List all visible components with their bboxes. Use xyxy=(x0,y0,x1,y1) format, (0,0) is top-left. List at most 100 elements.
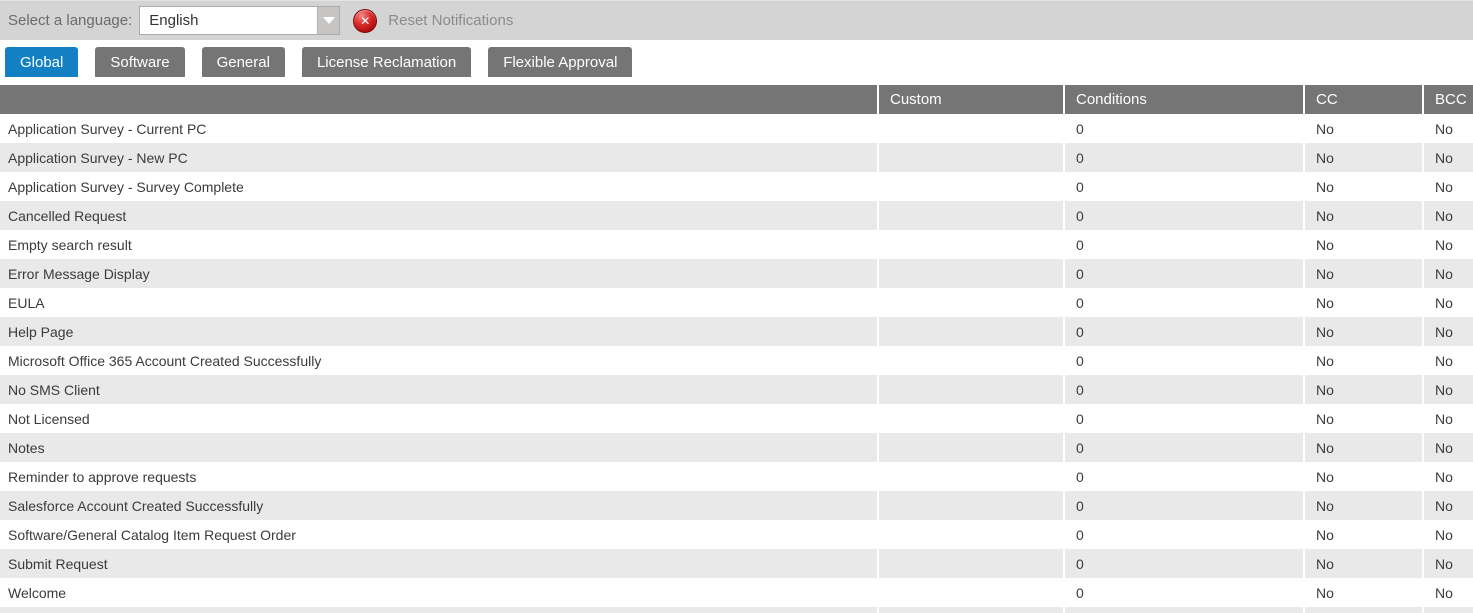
notifications-grid: Custom Conditions CC BCC Application Survey… xyxy=(0,85,1473,613)
table-body: Application Survey - Current PC 0 No No Appl… xyxy=(0,114,1473,613)
cell-bcc: No xyxy=(1422,288,1473,317)
topbar: Select a language: English ✕ Reset Notif… xyxy=(0,0,1473,40)
cell-bcc: No xyxy=(1422,462,1473,491)
cell-custom xyxy=(877,230,1063,259)
column-header-conditions[interactable]: Conditions xyxy=(1063,85,1303,114)
cell-custom xyxy=(877,143,1063,172)
cell-conditions: 0 xyxy=(1063,201,1303,230)
language-dropdown-value[interactable]: English xyxy=(140,7,318,34)
cell-name: EULA xyxy=(8,294,45,311)
cell-conditions: 0 xyxy=(1063,346,1303,375)
table-row[interactable]: Software/General Catalog Item Request Or… xyxy=(0,520,1473,549)
cell-conditions: 0 xyxy=(1063,404,1303,433)
cell-conditions: 0 xyxy=(1063,259,1303,288)
cell-conditions: 0 xyxy=(1063,491,1303,520)
cell-custom xyxy=(877,201,1063,230)
cell-conditions: 0 xyxy=(1063,288,1303,317)
table-row[interactable]: Help Page 0 No No xyxy=(0,317,1473,346)
cell-custom xyxy=(877,288,1063,317)
cell-name: Empty search result xyxy=(8,236,132,253)
tab-software[interactable]: Software xyxy=(95,47,185,77)
table-row[interactable]: Submit Request 0 No No xyxy=(0,549,1473,578)
cell-custom xyxy=(877,375,1063,404)
cell-cc: No xyxy=(1303,491,1422,520)
triangle-down-icon xyxy=(322,17,335,24)
cell-custom xyxy=(877,404,1063,433)
cell-cc: No xyxy=(1303,433,1422,462)
table-row[interactable]: Reminder to approve requests 0 No No xyxy=(0,462,1473,491)
tab-flexible-approval[interactable]: Flexible Approval xyxy=(488,47,633,77)
table-row[interactable]: Cancelled Request 0 No No xyxy=(0,201,1473,230)
cell-conditions: 0 xyxy=(1063,317,1303,346)
cell-cc: No xyxy=(1303,143,1422,172)
chevron-down-icon[interactable] xyxy=(317,7,340,34)
tab-license-reclamation[interactable]: License Reclamation xyxy=(301,47,472,77)
cell-name: Welcome xyxy=(8,584,67,601)
table-row[interactable]: Salesforce Account Created Successfully 0… xyxy=(0,491,1473,520)
red-x-icon: ✕ xyxy=(353,8,378,33)
cell-custom xyxy=(877,114,1063,143)
cell-name: Salesforce Account Created Successfully xyxy=(8,497,264,514)
cell-custom xyxy=(877,462,1063,491)
cell-bcc: No xyxy=(1422,201,1473,230)
table-row[interactable]: Notes 0 No No xyxy=(0,433,1473,462)
cell-conditions: 0 xyxy=(1063,433,1303,462)
cell-name: Reminder to approve requests xyxy=(8,468,197,485)
cell-custom xyxy=(877,259,1063,288)
cell-name: No SMS Client xyxy=(8,381,100,398)
language-label: Select a language: xyxy=(8,12,133,29)
cell-name: Software/General Catalog Item Request Or… xyxy=(8,526,296,543)
table-row[interactable]: Empty search result 0 No No xyxy=(0,230,1473,259)
cell-conditions: 0 xyxy=(1063,172,1303,201)
cell-bcc: No xyxy=(1422,114,1473,143)
tab-bar: Global Software General License Reclamation… xyxy=(0,40,1473,77)
cell-conditions: 0 xyxy=(1063,114,1303,143)
cell-cc: No xyxy=(1303,172,1422,201)
table-row[interactable]: Application Survey - Current PC 0 No No xyxy=(0,114,1473,143)
table-row[interactable]: Welcome 0 No No xyxy=(0,578,1473,607)
table-row[interactable]: Not Licensed 0 No No xyxy=(0,404,1473,433)
cell-name: Microsoft Office 365 Account Created Suc… xyxy=(8,352,322,369)
cell-cc: No xyxy=(1303,578,1422,607)
cell-custom xyxy=(877,607,1063,613)
cell-bcc: No xyxy=(1422,491,1473,520)
language-dropdown[interactable]: English xyxy=(139,6,341,35)
table-row[interactable]: No SMS Client 0 No No xyxy=(0,375,1473,404)
table-row[interactable]: EULA 0 No No xyxy=(0,288,1473,317)
tab-general[interactable]: General xyxy=(201,47,285,77)
cell-name: Submit Request xyxy=(8,555,108,572)
cell-cc: No xyxy=(1303,230,1422,259)
cell-bcc xyxy=(1422,607,1473,613)
column-header-custom[interactable]: Custom xyxy=(877,85,1063,114)
table-row[interactable]: Error Message Display 0 No No xyxy=(0,259,1473,288)
cell-bcc: No xyxy=(1422,143,1473,172)
cell-cc: No xyxy=(1303,259,1422,288)
column-header-bcc[interactable]: BCC xyxy=(1422,85,1473,114)
table-row[interactable]: Application Survey - New PC 0 No No xyxy=(0,143,1473,172)
cell-name: Application Survey - New PC xyxy=(8,149,188,166)
cell-cc: No xyxy=(1303,288,1422,317)
column-header-name xyxy=(0,85,877,114)
cell-cc: No xyxy=(1303,317,1422,346)
cell-name: Error Message Display xyxy=(8,265,150,282)
cell-cc: No xyxy=(1303,375,1422,404)
cell-custom xyxy=(877,317,1063,346)
cell-bcc: No xyxy=(1422,375,1473,404)
table-row[interactable]: Application Survey - Survey Complete 0 No N… xyxy=(0,172,1473,201)
cell-custom xyxy=(877,520,1063,549)
cell-cc: No xyxy=(1303,462,1422,491)
column-header-cc[interactable]: CC xyxy=(1303,85,1422,114)
cell-bcc: No xyxy=(1422,433,1473,462)
table-row[interactable]: Microsoft Office 365 Account Created Suc… xyxy=(0,346,1473,375)
cell-name: Application Survey - Current PC xyxy=(8,120,207,137)
tab-global[interactable]: Global xyxy=(5,47,79,77)
cell-custom xyxy=(877,491,1063,520)
cell-conditions xyxy=(1063,607,1303,613)
table-row-clipped xyxy=(0,607,1473,613)
cell-bcc: No xyxy=(1422,520,1473,549)
cell-custom xyxy=(877,578,1063,607)
cell-conditions: 0 xyxy=(1063,549,1303,578)
cell-custom xyxy=(877,433,1063,462)
cell-cc: No xyxy=(1303,404,1422,433)
reset-notifications-button[interactable]: ✕ Reset Notifications xyxy=(353,8,513,33)
